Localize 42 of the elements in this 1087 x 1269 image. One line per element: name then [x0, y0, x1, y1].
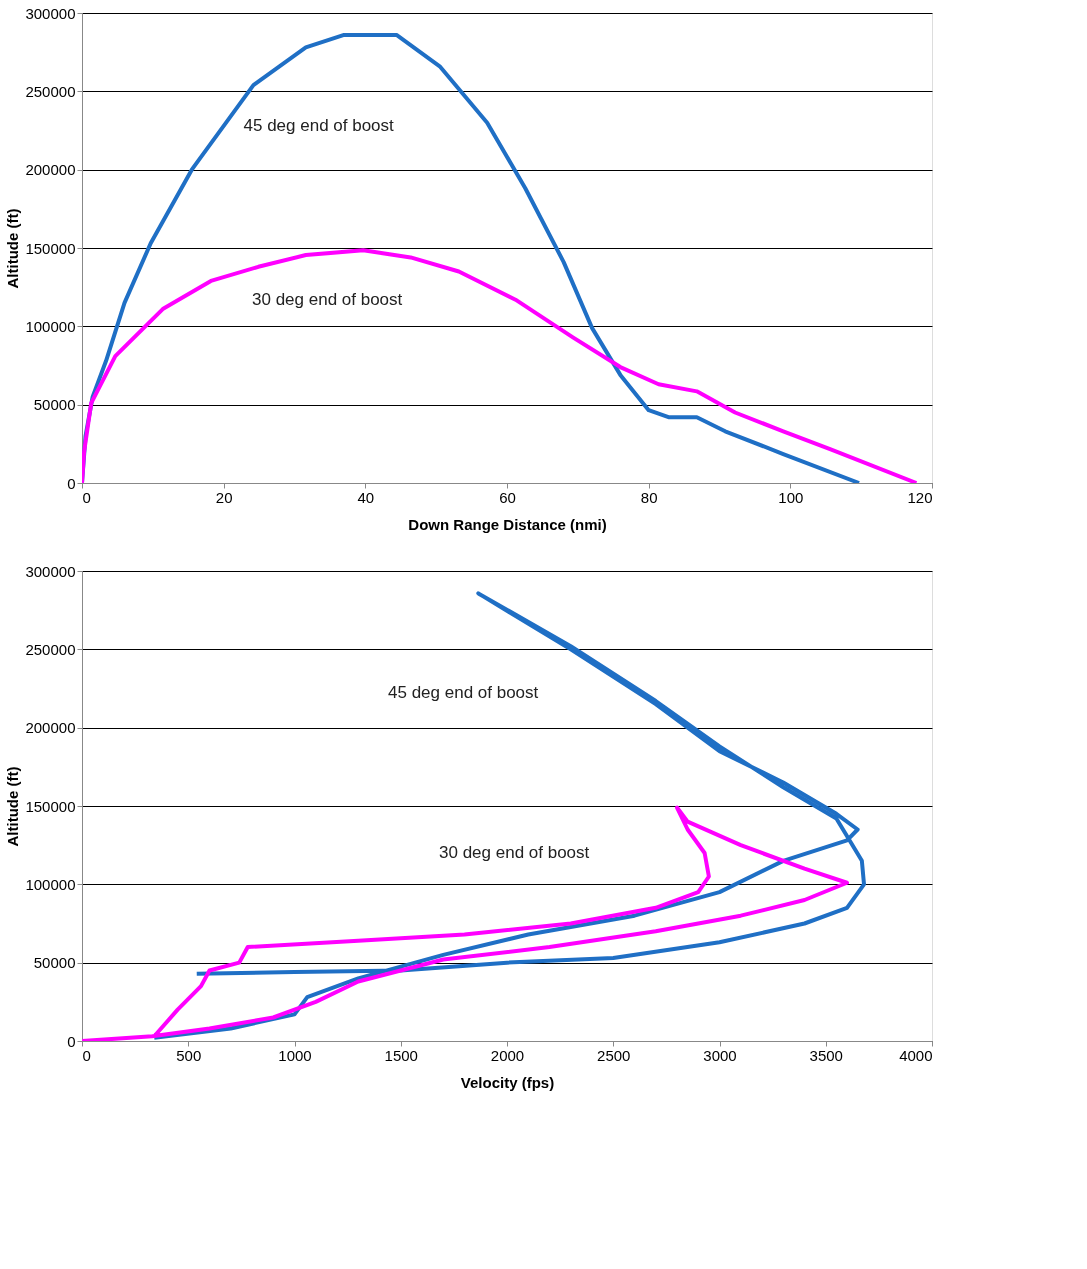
y-tick-label: 100000: [25, 317, 76, 335]
x-tick-label: 4000: [899, 1046, 933, 1064]
x-tick-label: 2500: [597, 1046, 631, 1064]
x-axis-title: Down Range Distance (nmi): [408, 515, 607, 533]
line-series: [82, 32, 862, 483]
line-series: [152, 591, 866, 1040]
y-tick-label: 300000: [25, 4, 76, 22]
y-axis-title: Altitude (ft): [4, 766, 22, 847]
x-tick-label: 80: [640, 488, 658, 506]
x-tick-label: 100: [778, 488, 804, 506]
x-tick-label: 3000: [703, 1046, 737, 1064]
x-tick-label: 20: [215, 488, 233, 506]
y-tick-label: 300000: [25, 562, 76, 580]
y-tick-label: 150000: [25, 239, 76, 257]
annotation: 30 deg end of boost: [252, 289, 403, 309]
y-tick-label: 150000: [25, 797, 76, 815]
x-tick-label: 1500: [384, 1046, 418, 1064]
x-tick-label: 0: [82, 1046, 91, 1064]
line-series: [82, 248, 919, 483]
x-tick-label: 500: [176, 1046, 202, 1064]
y-tick-label: 0: [67, 474, 76, 492]
y-tick-label: 50000: [33, 396, 76, 414]
y-tick-label: 200000: [25, 161, 76, 179]
y-tick-label: 100000: [25, 875, 76, 893]
y-axis-title: Altitude (ft): [4, 208, 22, 289]
y-tick-label: 250000: [25, 640, 76, 658]
y-tick-label: 200000: [25, 719, 76, 737]
y-tick-label: 0: [67, 1032, 76, 1050]
x-axis-title: Velocity (fps): [460, 1073, 555, 1091]
y-tick-label: 250000: [25, 82, 76, 100]
x-tick-label: 120: [907, 488, 933, 506]
x-tick-label: 1000: [278, 1046, 312, 1064]
x-tick-label: 0: [82, 488, 91, 506]
x-tick-label: 3500: [809, 1046, 843, 1064]
annotation: 45 deg end of boost: [388, 683, 539, 703]
x-tick-label: 40: [357, 488, 375, 506]
x-tick-label: 60: [499, 488, 516, 506]
annotation: 45 deg end of boost: [243, 115, 395, 135]
annotation: 30 deg end of boost: [439, 843, 590, 862]
line-series: [82, 805, 849, 1041]
y-tick-label: 50000: [33, 954, 76, 972]
x-tick-label: 2000: [490, 1046, 525, 1064]
